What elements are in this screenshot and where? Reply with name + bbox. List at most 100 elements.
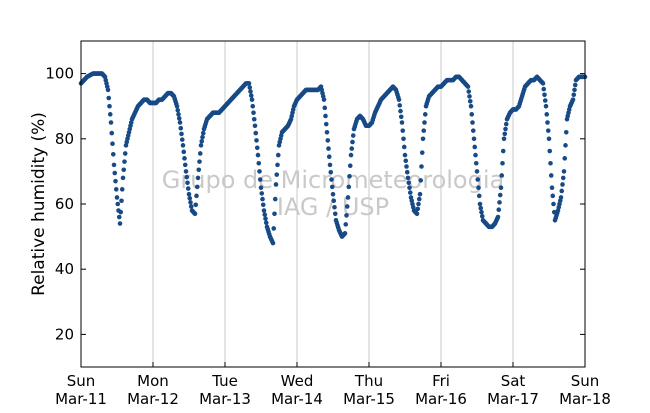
data-point [261, 208, 267, 213]
data-point [572, 87, 577, 93]
data-point [407, 190, 413, 195]
y-axis: 20 40 60 80 100 [45, 65, 585, 343]
data-point [200, 130, 206, 136]
data-point [545, 128, 551, 133]
data-point [270, 240, 276, 246]
data-point [109, 130, 115, 136]
data-point [469, 112, 475, 117]
data-point [115, 201, 121, 207]
data-point [200, 134, 205, 140]
data-point [247, 85, 253, 90]
data-point [177, 120, 183, 125]
x-tick-label-day: Mon [137, 372, 169, 390]
data-point [197, 159, 202, 164]
data-point [498, 185, 504, 190]
data-point [422, 112, 428, 117]
data-point [331, 198, 337, 204]
data-point [184, 174, 190, 180]
data-point [326, 154, 332, 160]
data-point [274, 172, 280, 177]
data-point [113, 187, 119, 192]
data-point [188, 204, 194, 209]
data-point [420, 136, 426, 142]
data-point [326, 146, 331, 151]
data-point [113, 178, 118, 184]
data-point [181, 149, 187, 155]
data-point [418, 178, 424, 183]
x-tick-label-date: Mar-18 [559, 390, 611, 408]
data-point [500, 148, 506, 154]
y-tick-label: 60 [55, 195, 74, 213]
data-point [108, 120, 114, 125]
data-point [543, 103, 549, 109]
data-point [195, 175, 201, 181]
data-point [263, 216, 268, 221]
data-point [252, 123, 258, 129]
data-point [193, 202, 199, 208]
data-point [246, 81, 252, 86]
data-point [347, 173, 352, 179]
data-point [272, 196, 278, 202]
data-point [197, 151, 203, 156]
data-point [419, 164, 424, 169]
data-point [549, 185, 555, 190]
data-point [541, 86, 547, 92]
data-point [417, 191, 423, 197]
data-point [110, 141, 115, 146]
data-point [251, 110, 256, 116]
data-point [546, 136, 552, 142]
data-point [251, 116, 257, 122]
data-point [467, 99, 473, 104]
data-point [259, 191, 265, 196]
data-point [559, 188, 565, 194]
data-point [405, 175, 411, 181]
x-tick-label-date: Mar-16 [415, 390, 467, 408]
data-point [479, 213, 485, 219]
data-point [185, 180, 190, 186]
data-point [422, 120, 427, 125]
x-axis: SunMar-11MonMar-12TueMar-13WedMar-14ThuM… [55, 362, 611, 408]
data-point [178, 125, 184, 131]
data-point [260, 202, 266, 208]
data-point [414, 211, 420, 217]
data-point [112, 170, 118, 176]
data-point [199, 138, 205, 144]
data-point [502, 131, 508, 137]
data-point [118, 209, 124, 215]
data-point [344, 213, 349, 218]
x-tick-label-date: Mar-14 [271, 390, 323, 408]
x-tick-label-day: Sat [501, 372, 526, 390]
data-point [467, 94, 472, 99]
data-point [571, 92, 577, 98]
x-tick-label-date: Mar-13 [199, 390, 251, 408]
data-point [548, 160, 553, 166]
data-point [397, 103, 403, 108]
data-point [542, 98, 548, 103]
data-point [263, 220, 269, 226]
data-point [548, 173, 554, 178]
data-point [501, 136, 507, 142]
data-point [404, 169, 410, 175]
data-point [401, 144, 407, 150]
data-point [398, 114, 404, 120]
x-tick-label-day: Wed [281, 372, 314, 390]
data-point [350, 139, 355, 145]
data-point [122, 159, 127, 164]
data-point [255, 152, 261, 158]
data-point [329, 184, 335, 190]
data-point [471, 136, 477, 142]
data-point [323, 121, 329, 127]
data-point [350, 133, 356, 138]
data-point [256, 160, 262, 166]
data-point [470, 120, 475, 125]
y-tick-label: 40 [55, 260, 74, 278]
data-point [198, 143, 204, 148]
data-point [117, 221, 123, 226]
data-point [176, 112, 181, 117]
x-tick-label-day: Thu [354, 372, 383, 390]
data-point [271, 226, 277, 231]
data-point [249, 97, 255, 102]
x-tick-label-date: Mar-15 [343, 390, 395, 408]
data-point [465, 84, 471, 89]
